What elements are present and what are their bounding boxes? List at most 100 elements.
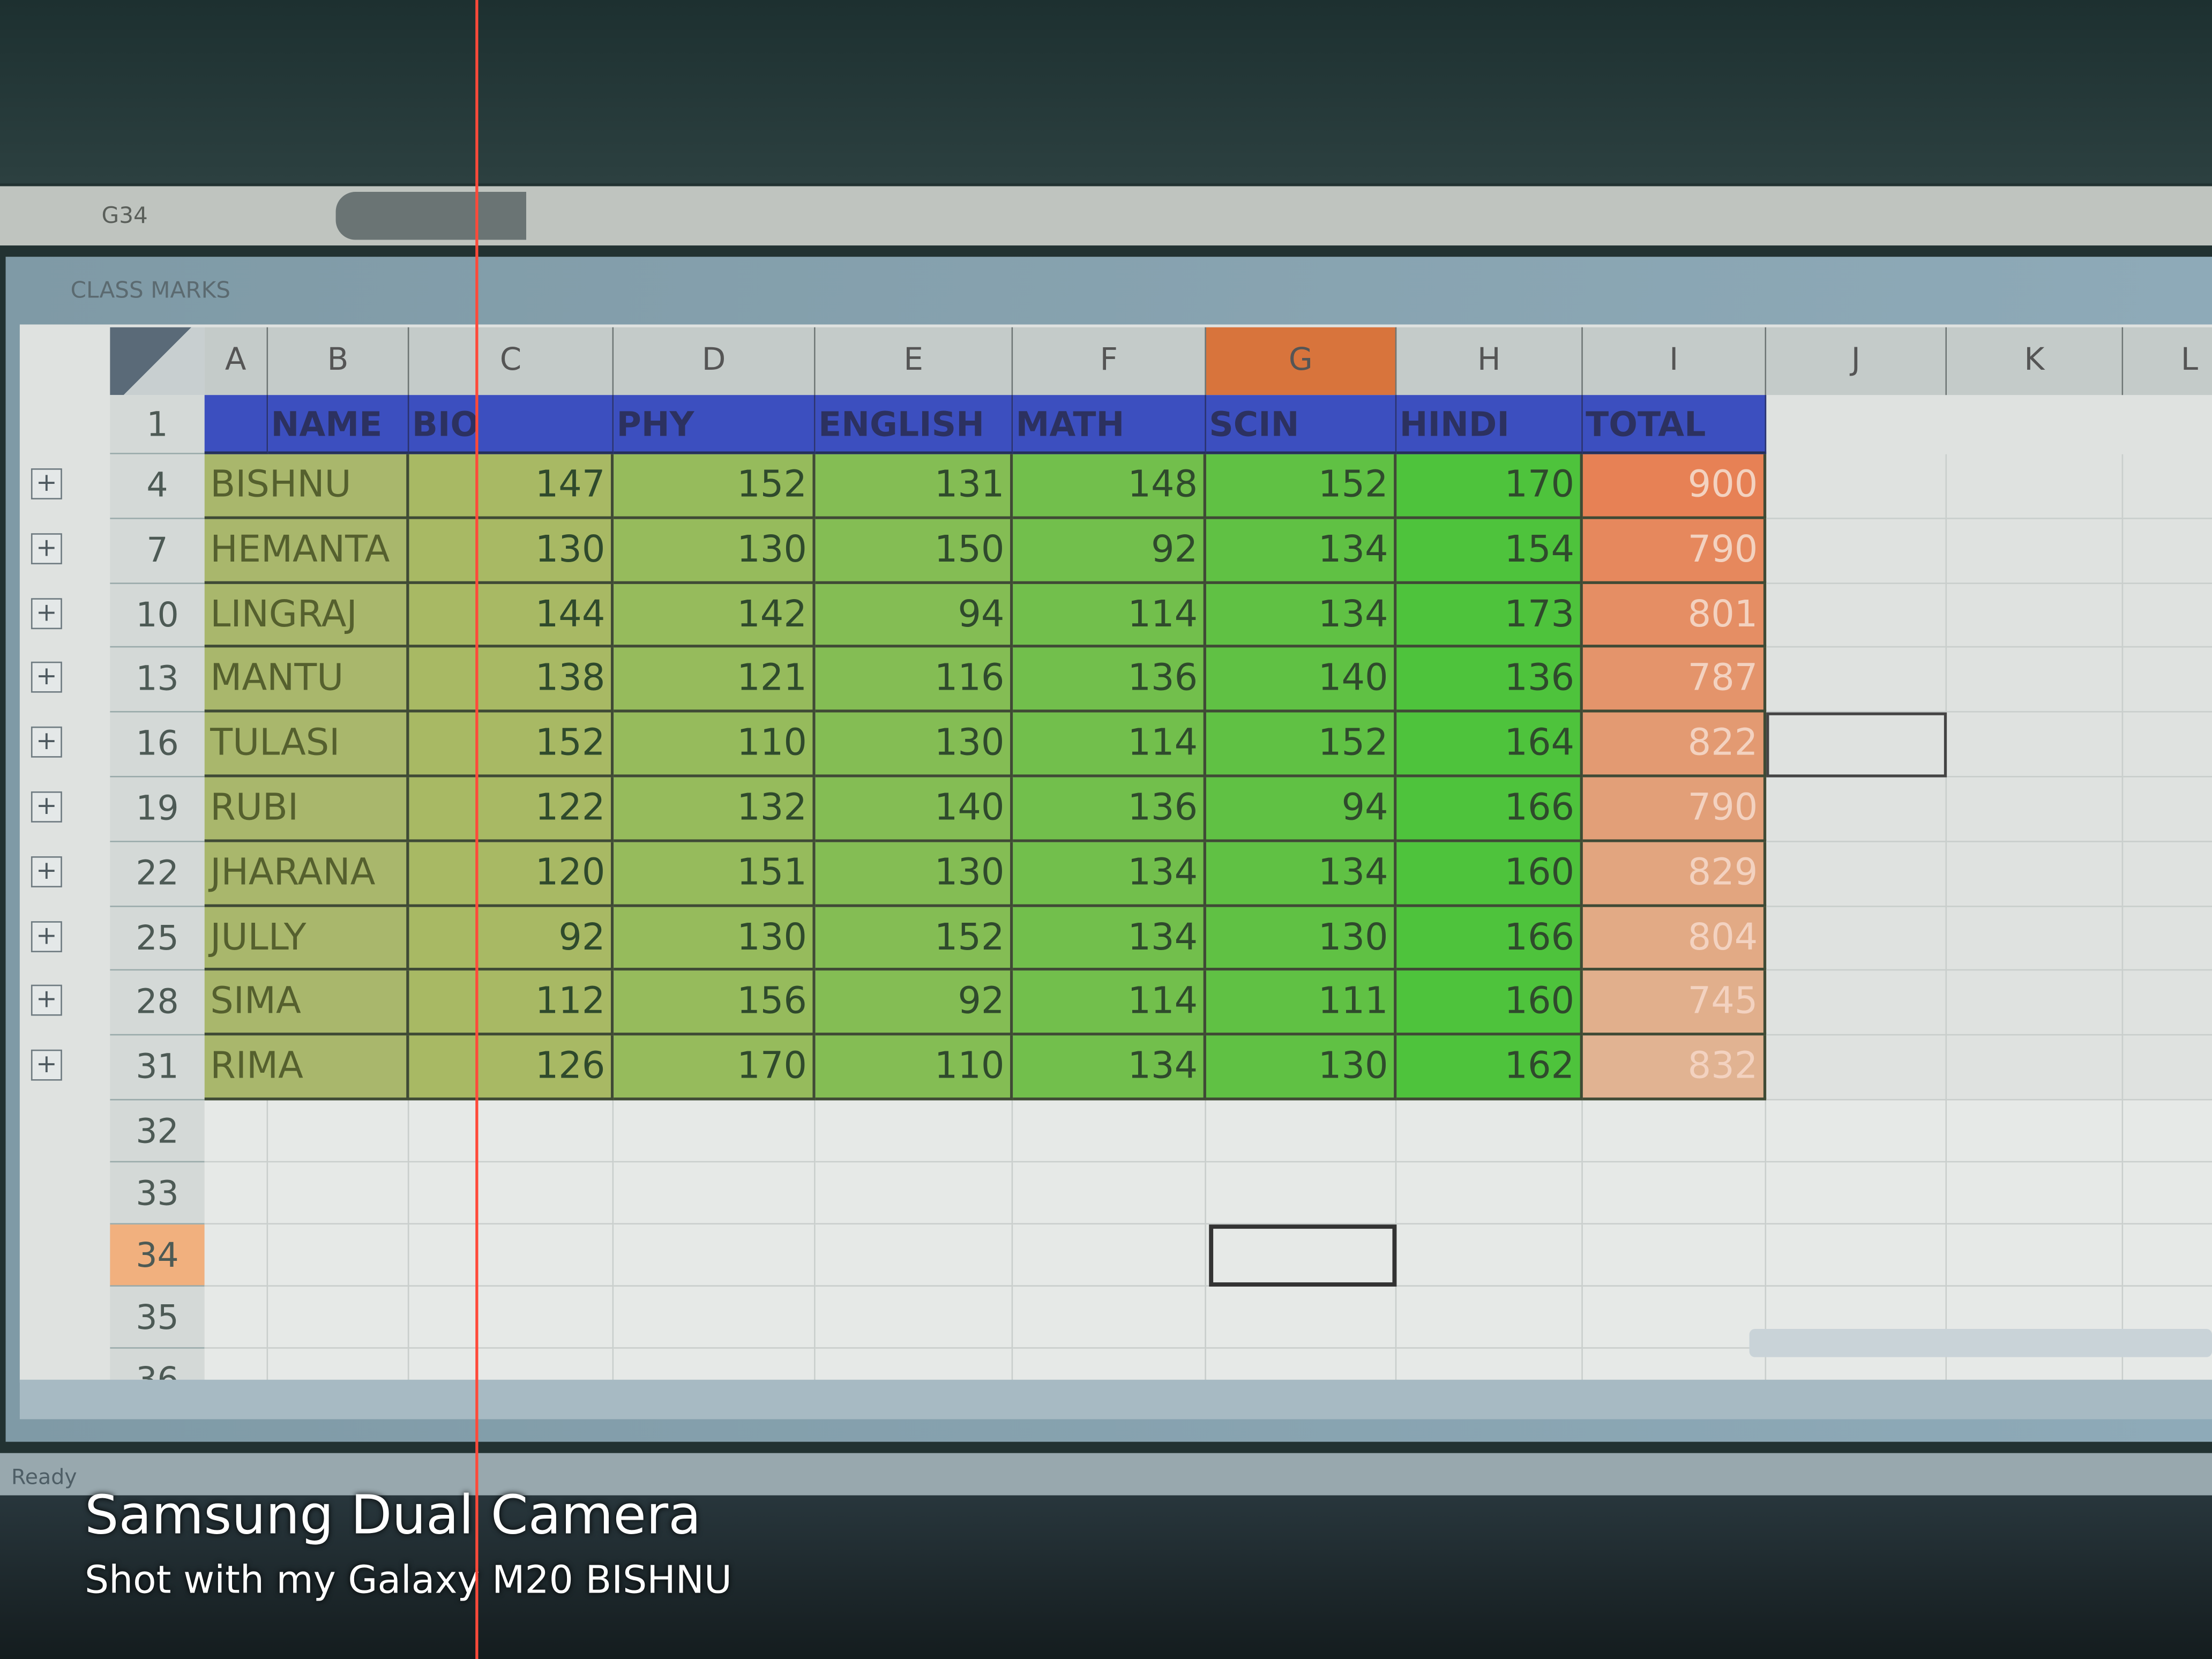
- empty-cell[interactable]: [409, 1162, 614, 1225]
- row-header[interactable]: 35: [110, 1287, 205, 1349]
- empty-cell[interactable]: [268, 1287, 409, 1349]
- score-cell[interactable]: 94: [1206, 777, 1397, 842]
- name-cell[interactable]: LINGRAJ: [204, 583, 409, 648]
- empty-cell[interactable]: [2123, 907, 2212, 972]
- empty-cell[interactable]: [2123, 1224, 2212, 1287]
- empty-cell[interactable]: [1766, 777, 1947, 842]
- score-cell[interactable]: 134: [1206, 583, 1397, 648]
- row-header[interactable]: 16: [110, 713, 205, 778]
- score-cell[interactable]: 138: [409, 648, 614, 713]
- selected-cell-G34[interactable]: [1209, 1224, 1397, 1287]
- total-cell[interactable]: 790: [1582, 519, 1767, 584]
- score-cell[interactable]: 170: [1396, 454, 1583, 519]
- score-cell[interactable]: 110: [614, 713, 816, 778]
- score-cell[interactable]: 142: [614, 583, 816, 648]
- empty-cell[interactable]: [1947, 842, 2124, 907]
- empty-cell[interactable]: [1766, 1035, 1947, 1101]
- column-header-D[interactable]: D: [614, 327, 816, 395]
- score-cell[interactable]: 147: [409, 454, 614, 519]
- empty-cell[interactable]: [2123, 519, 2212, 584]
- total-cell[interactable]: 790: [1582, 777, 1767, 842]
- empty-cell[interactable]: [204, 1162, 268, 1225]
- header-cell-A[interactable]: [204, 395, 268, 454]
- name-cell[interactable]: MANTU: [204, 648, 409, 713]
- total-cell[interactable]: 829: [1582, 842, 1767, 907]
- column-header-B[interactable]: B: [268, 327, 409, 395]
- total-cell[interactable]: 745: [1582, 971, 1767, 1036]
- score-cell[interactable]: 160: [1396, 971, 1583, 1036]
- empty-cell[interactable]: [815, 1162, 1013, 1225]
- score-cell[interactable]: 162: [1396, 1035, 1583, 1101]
- name-cell[interactable]: RIMA: [204, 1035, 409, 1101]
- column-header-F[interactable]: F: [1013, 327, 1206, 395]
- score-cell[interactable]: 134: [1013, 1035, 1206, 1101]
- score-cell[interactable]: 130: [1206, 1035, 1397, 1101]
- score-cell[interactable]: 152: [409, 713, 614, 778]
- formula-bar[interactable]: [0, 186, 2212, 246]
- empty-cell[interactable]: [1206, 1162, 1397, 1225]
- empty-cell[interactable]: [1947, 777, 2124, 842]
- empty-cell[interactable]: [1947, 1035, 2124, 1101]
- empty-cell[interactable]: [1947, 906, 2124, 972]
- score-cell[interactable]: 120: [409, 842, 614, 907]
- header-cell-B[interactable]: NAME: [268, 395, 409, 454]
- score-cell[interactable]: 130: [614, 906, 816, 972]
- empty-cell[interactable]: [409, 1100, 614, 1163]
- row-header[interactable]: 31: [110, 1035, 205, 1101]
- header-cell-G[interactable]: SCIN: [1206, 395, 1397, 454]
- header-cell-H[interactable]: HINDI: [1396, 395, 1583, 454]
- empty-cell[interactable]: [614, 1224, 816, 1287]
- row-header[interactable]: 32: [110, 1100, 205, 1163]
- total-cell[interactable]: 804: [1582, 906, 1767, 972]
- empty-cell[interactable]: [2123, 713, 2212, 778]
- score-cell[interactable]: 164: [1396, 713, 1583, 778]
- total-cell[interactable]: 832: [1582, 1035, 1767, 1101]
- name-cell[interactable]: JULLY: [204, 906, 409, 972]
- empty-cell[interactable]: [409, 1224, 614, 1287]
- score-cell[interactable]: 170: [614, 1035, 816, 1101]
- score-cell[interactable]: 130: [1206, 906, 1397, 972]
- expand-group-button[interactable]: +: [31, 533, 62, 564]
- row-header[interactable]: 22: [110, 842, 205, 907]
- expand-group-button[interactable]: +: [31, 856, 62, 887]
- expand-group-button[interactable]: +: [31, 468, 62, 499]
- empty-cell[interactable]: [1396, 1224, 1583, 1287]
- score-cell[interactable]: 110: [815, 1035, 1013, 1101]
- score-cell[interactable]: 148: [1013, 454, 1206, 519]
- score-cell[interactable]: 131: [815, 454, 1013, 519]
- score-cell[interactable]: 152: [815, 906, 1013, 972]
- empty-cell[interactable]: [204, 1287, 268, 1349]
- empty-cell[interactable]: [1013, 1100, 1206, 1163]
- header-cell-C[interactable]: BIO: [409, 395, 614, 454]
- score-cell[interactable]: 121: [614, 648, 816, 713]
- empty-cell[interactable]: [1013, 1287, 1206, 1349]
- row-header[interactable]: 10: [110, 583, 205, 648]
- row-header[interactable]: 4: [110, 454, 205, 519]
- empty-cell[interactable]: [268, 1100, 409, 1163]
- expand-group-button[interactable]: +: [31, 1050, 62, 1081]
- score-cell[interactable]: 130: [409, 519, 614, 584]
- score-cell[interactable]: 144: [409, 583, 614, 648]
- score-cell[interactable]: 92: [1013, 519, 1206, 584]
- empty-cell[interactable]: [2123, 454, 2212, 519]
- score-cell[interactable]: 130: [614, 519, 816, 584]
- empty-cell[interactable]: [815, 1100, 1013, 1163]
- empty-cell[interactable]: [1766, 842, 1947, 907]
- name-cell[interactable]: RUBI: [204, 777, 409, 842]
- score-cell[interactable]: 114: [1013, 971, 1206, 1036]
- empty-cell[interactable]: [1396, 1100, 1583, 1163]
- row-header[interactable]: 13: [110, 648, 205, 713]
- empty-cell[interactable]: [1396, 1287, 1583, 1349]
- total-cell[interactable]: 787: [1582, 648, 1767, 713]
- empty-cell[interactable]: [268, 1162, 409, 1225]
- row-header[interactable]: 33: [110, 1162, 205, 1225]
- name-cell[interactable]: BISHNU: [204, 454, 409, 519]
- score-cell[interactable]: 152: [1206, 454, 1397, 519]
- empty-cell[interactable]: [268, 1224, 409, 1287]
- score-cell[interactable]: 134: [1206, 842, 1397, 907]
- expand-group-button[interactable]: +: [31, 985, 62, 1017]
- expand-group-button[interactable]: +: [31, 727, 62, 758]
- empty-cell[interactable]: [1947, 1100, 2124, 1163]
- total-cell[interactable]: 801: [1582, 583, 1767, 648]
- row-header[interactable]: 28: [110, 971, 205, 1036]
